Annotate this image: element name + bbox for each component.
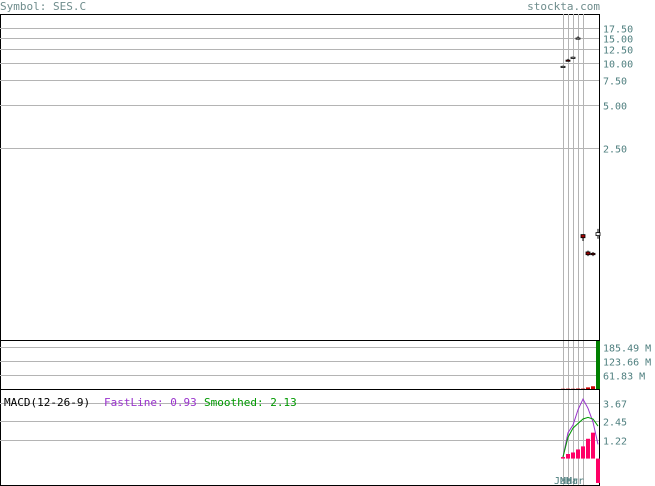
price-tick-label: 5.00: [603, 102, 627, 113]
site-label[interactable]: stockta.com: [527, 0, 600, 13]
macd-histogram-bar: [576, 449, 580, 459]
symbol-label: Symbol: SES.C: [0, 0, 87, 13]
macd-tick-label: 2.45: [603, 418, 627, 429]
macd-tick-label: 1.22: [603, 437, 627, 448]
volume-panel: 185.49 M 123.66 M 61.83 M: [0, 340, 651, 390]
macd-histogram-bar: [596, 458, 600, 483]
macd-histogram-bar: [581, 446, 585, 459]
candle: [575, 36, 581, 40]
volume-bar: [586, 387, 590, 389]
macd-histogram-bar: [561, 457, 565, 459]
macd-fastline: [562, 397, 599, 458]
candle-body: [560, 65, 566, 68]
macd-histogram: [561, 432, 600, 483]
price-tick-label: 15.00: [603, 35, 633, 46]
price-vertical-grid: [563, 14, 584, 485]
price-tick-label: 17.50: [603, 25, 633, 36]
candle-body: [585, 251, 591, 256]
candle: [570, 56, 576, 59]
x-tick-label: Mar: [566, 476, 584, 486]
volume-bar: [596, 341, 600, 389]
candle: [585, 250, 591, 257]
volume-axis: 185.49 M 123.66 M 61.83 M: [603, 344, 651, 383]
price-grid: [0, 28, 599, 149]
candle: [590, 251, 596, 257]
macd-smoothed-line: [562, 416, 599, 458]
volume-grid: [0, 347, 599, 376]
macd-title: MACD(12-26-9): [4, 396, 90, 409]
price-tick-label: 2.50: [603, 145, 627, 156]
candle-body: [595, 232, 601, 237]
x-tick-label: Jan: [554, 476, 572, 486]
x-tick-label: Mar: [560, 476, 578, 486]
macd-fast-label: FastLine: 0.93: [104, 396, 197, 409]
price-tick-label: 12.50: [603, 46, 633, 57]
candle: [560, 65, 566, 68]
macd-histogram-bar: [591, 432, 595, 459]
price-tick-label: 10.00: [603, 60, 633, 71]
candle-body: [570, 56, 576, 59]
price-tick-label: 7.50: [603, 77, 627, 88]
macd-smooth-label: Smoothed: 2.13: [204, 396, 297, 409]
candle-body: [590, 252, 596, 256]
candle-body: [575, 37, 581, 40]
volume-bars: [561, 341, 600, 390]
volume-tick-label: 61.83 M: [603, 372, 645, 383]
volume-bar: [591, 386, 595, 389]
macd-histogram-bar: [571, 452, 575, 459]
volume-tick-label: 185.49 M: [603, 344, 651, 355]
macd-axis: 3.67 2.45 1.22: [603, 400, 627, 448]
macd-histogram-bar: [566, 454, 570, 459]
volume-tick-label: 123.66 M: [603, 358, 651, 369]
macd-histogram-bar: [586, 438, 590, 459]
price-candles: [560, 36, 601, 257]
macd-lines: [562, 397, 599, 458]
candle-body: [565, 59, 571, 62]
candle: [580, 234, 586, 241]
candle: [595, 228, 601, 239]
macd-tick-label: 3.67: [603, 400, 627, 411]
macd-grid: [0, 403, 599, 441]
candle-body: [580, 234, 586, 239]
candle: [565, 58, 571, 62]
